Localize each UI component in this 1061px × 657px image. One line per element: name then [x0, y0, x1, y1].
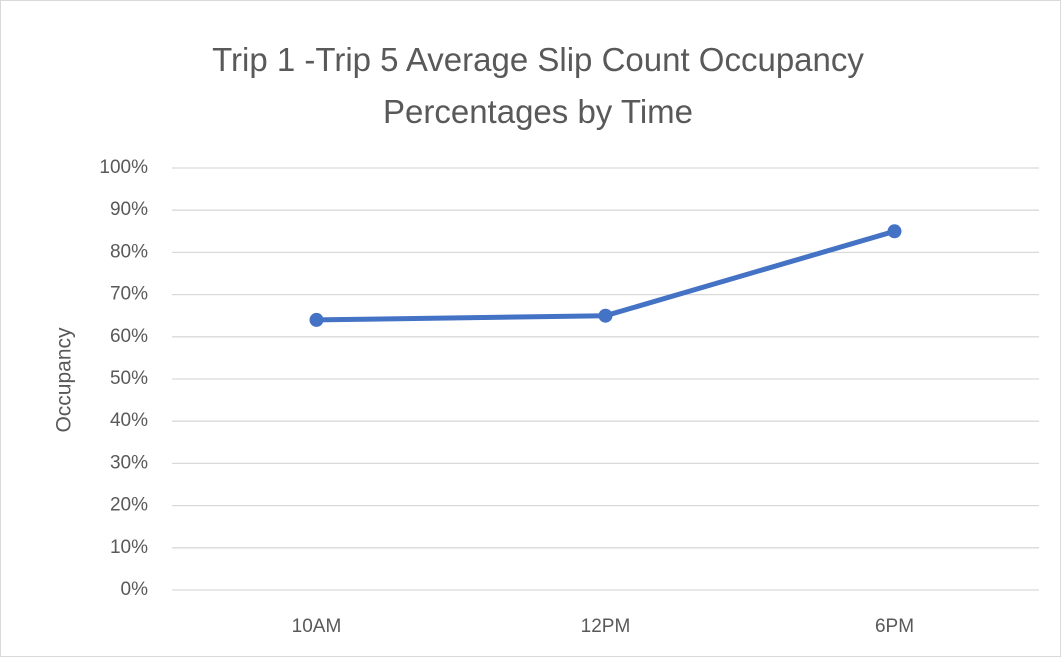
y-tick-label: 20%: [110, 495, 148, 516]
chart-title: Trip 1 -Trip 5 Average Slip Count Occupa…: [212, 41, 864, 130]
y-axis-label: Occupancy: [53, 327, 76, 433]
y-tick-label: 40%: [110, 410, 148, 431]
y-tick-label: 30%: [110, 452, 148, 473]
x-tick-label: 10AM: [292, 616, 342, 637]
data-point: [598, 308, 613, 323]
y-tick-label: 0%: [121, 579, 149, 600]
y-tick-label: 60%: [110, 326, 148, 347]
x-tick-label: 12PM: [581, 616, 631, 637]
y-tick-label: 50%: [110, 368, 148, 389]
y-tick-label: 10%: [110, 537, 148, 558]
y-tick-label: 80%: [110, 241, 148, 262]
series-line: [314, 228, 897, 323]
y-tick-label: 100%: [99, 157, 148, 178]
y-tick-label: 70%: [110, 284, 148, 305]
x-tick-label: 6PM: [875, 616, 914, 637]
y-tick-label: 90%: [110, 199, 148, 220]
data-point: [887, 224, 902, 239]
data-point: [309, 312, 324, 327]
